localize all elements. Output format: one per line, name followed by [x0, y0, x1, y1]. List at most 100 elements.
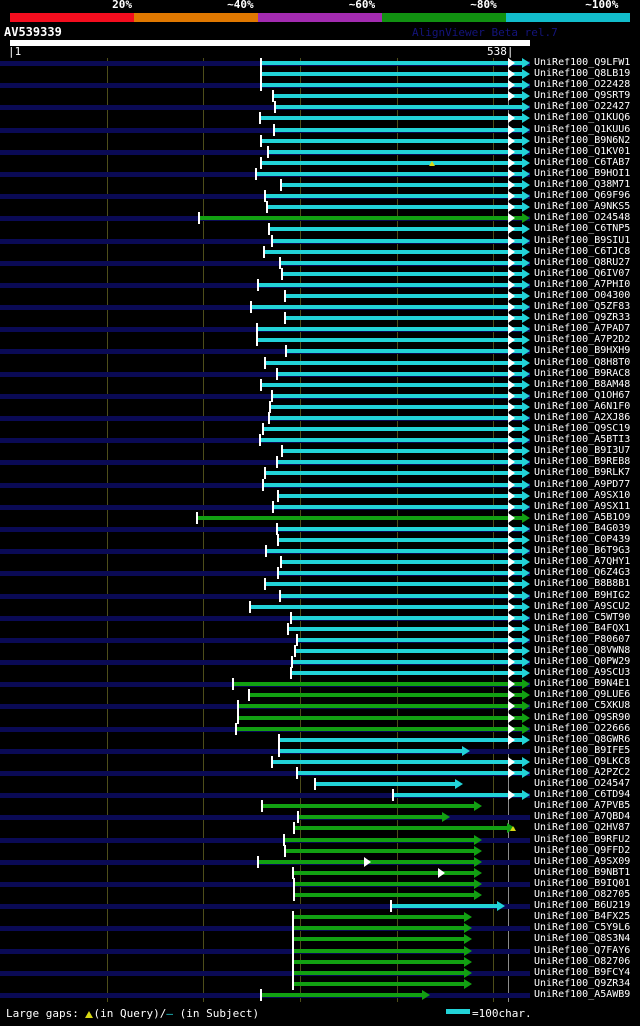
hit-accession-label[interactable]: UniRef100_A9SX09	[534, 855, 631, 867]
hsp-bar[interactable]	[276, 371, 522, 376]
alignment-row[interactable]: UniRef100_Q9LUE6	[0, 689, 640, 702]
alignment-row[interactable]: UniRef100_A9SX09	[0, 855, 640, 868]
alignment-row[interactable]: UniRef100_B6U219	[0, 900, 640, 913]
hsp-bar[interactable]	[261, 804, 474, 809]
hsp-bar[interactable]	[248, 693, 522, 698]
hsp-bar[interactable]	[277, 538, 522, 543]
hit-accession-label[interactable]: UniRef100_Q38M71	[534, 179, 631, 191]
hit-accession-label[interactable]: UniRef100_Q0PW29	[534, 656, 631, 668]
alignment-row[interactable]: UniRef100_O82705	[0, 889, 640, 902]
hit-accession-label[interactable]: UniRef100_A7PVB5	[534, 800, 631, 812]
hsp-bar[interactable]	[255, 171, 522, 176]
hit-accession-label[interactable]: UniRef100_A9SX11	[534, 500, 631, 512]
hit-accession-label[interactable]: UniRef100_B9FCY4	[534, 966, 631, 978]
hit-accession-label[interactable]: UniRef100_C6TD94	[534, 789, 631, 801]
hsp-bar[interactable]	[284, 848, 474, 853]
hit-accession-label[interactable]: UniRef100_B9REB8	[534, 456, 631, 468]
alignment-row[interactable]: UniRef100_Q1KUQ6	[0, 112, 640, 125]
alignment-row[interactable]: UniRef100_B8B8B1	[0, 578, 640, 591]
hsp-bar[interactable]	[278, 737, 522, 742]
hit-accession-label[interactable]: UniRef100_Q7FAY6	[534, 944, 631, 956]
hit-accession-label[interactable]: UniRef100_Q9FFD2	[534, 844, 631, 856]
alignment-row[interactable]: UniRef100_Q9LKC8	[0, 755, 640, 768]
hsp-bar[interactable]	[237, 704, 522, 709]
hit-accession-label[interactable]: UniRef100_Q9LUE6	[534, 689, 631, 701]
hit-accession-label[interactable]: UniRef100_Q8RU27	[534, 256, 631, 268]
alignment-row[interactable]: UniRef100_B9NBT1	[0, 866, 640, 879]
alignment-row[interactable]: UniRef100_O24548	[0, 212, 640, 225]
hit-accession-label[interactable]: UniRef100_Q1KUU6	[534, 123, 631, 135]
hit-accession-label[interactable]: UniRef100_C6TNP5	[534, 223, 631, 235]
alignment-row[interactable]: UniRef100_C6TJC8	[0, 245, 640, 258]
hsp-bar[interactable]	[262, 427, 522, 432]
hit-accession-label[interactable]: UniRef100_Q9SRT9	[534, 90, 631, 102]
hsp-bar[interactable]	[272, 94, 522, 99]
alignment-row[interactable]: UniRef100_A9SX10	[0, 489, 640, 502]
hsp-bar[interactable]	[249, 604, 522, 609]
hsp-bar[interactable]	[284, 293, 522, 298]
hit-accession-label[interactable]: UniRef100_Q8S3N4	[534, 933, 631, 945]
hsp-bar[interactable]	[278, 748, 462, 753]
alignment-row[interactable]: UniRef100_A9SX11	[0, 500, 640, 513]
alignment-row[interactable]: UniRef100_Q6IV07	[0, 267, 640, 280]
hit-accession-label[interactable]: UniRef100_B9RFU2	[534, 833, 631, 845]
alignment-row[interactable]: UniRef100_A5B1O9	[0, 511, 640, 524]
alignment-row[interactable]: UniRef100_B9I3U7	[0, 445, 640, 458]
hsp-bar[interactable]	[259, 116, 522, 121]
alignment-row[interactable]: UniRef100_O24547	[0, 778, 640, 791]
hsp-bar[interactable]	[260, 138, 522, 143]
alignment-row[interactable]: UniRef100_C5WT90	[0, 611, 640, 624]
hsp-bar[interactable]	[280, 560, 522, 565]
hsp-bar[interactable]	[296, 771, 522, 775]
hit-accession-label[interactable]: UniRef100_B9IQ01	[534, 877, 631, 889]
alignment-row[interactable]: UniRef100_P80607	[0, 633, 640, 646]
hit-accession-label[interactable]: UniRef100_B9SIU1	[534, 234, 631, 246]
hsp-bar[interactable]	[256, 327, 522, 332]
hit-accession-label[interactable]: UniRef100_Q5ZF83	[534, 301, 631, 313]
alignment-row[interactable]: UniRef100_B9HIG2	[0, 589, 640, 602]
hit-accession-label[interactable]: UniRef100_A6N1F0	[534, 400, 631, 412]
hit-accession-label[interactable]: UniRef100_O22428	[534, 79, 631, 91]
alignment-row[interactable]: UniRef100_Q6Z4G3	[0, 567, 640, 580]
alignment-row[interactable]: UniRef100_Q2HV87	[0, 822, 640, 835]
hsp-bar[interactable]	[277, 571, 522, 576]
alignment-row[interactable]: UniRef100_A7PVB5	[0, 800, 640, 813]
hsp-bar[interactable]	[260, 72, 522, 77]
alignment-row[interactable]: UniRef100_C5Y9L6	[0, 922, 640, 935]
hit-accession-label[interactable]: UniRef100_B4FX25	[534, 911, 631, 923]
hit-accession-label[interactable]: UniRef100_Q1OH67	[534, 389, 631, 401]
hit-accession-label[interactable]: UniRef100_B9N4E1	[534, 678, 631, 690]
alignment-plot[interactable]: UniRef100_Q9LFW1 UniRef100_Q8LB19 UniRef10…	[0, 58, 640, 1002]
alignment-row[interactable]: UniRef100_B6T9G3	[0, 545, 640, 558]
hsp-bar[interactable]	[271, 393, 522, 398]
hsp-bar[interactable]	[264, 471, 522, 476]
hsp-bar[interactable]	[283, 837, 474, 842]
hsp-bar[interactable]	[297, 815, 442, 820]
hit-accession-label[interactable]: UniRef100_B9NBT1	[534, 866, 631, 878]
hsp-bar[interactable]	[293, 893, 474, 898]
alignment-row[interactable]: UniRef100_B9N4E1	[0, 678, 640, 691]
hsp-bar[interactable]	[281, 449, 522, 454]
hit-accession-label[interactable]: UniRef100_O24548	[534, 212, 631, 224]
alignment-row[interactable]: UniRef100_Q8S3N4	[0, 933, 640, 946]
alignment-row[interactable]: UniRef100_A2PZC2	[0, 767, 640, 779]
alignment-row[interactable]: UniRef100_B8AM48	[0, 378, 640, 391]
alignment-row[interactable]: UniRef100_Q9ZR33	[0, 312, 640, 325]
hit-accession-label[interactable]: UniRef100_A5AWB9	[534, 988, 631, 1000]
hit-accession-label[interactable]: UniRef100_Q69F96	[534, 190, 631, 202]
alignment-row[interactable]: UniRef100_Q9SC19	[0, 423, 640, 436]
hsp-bar[interactable]	[279, 260, 522, 265]
hit-accession-label[interactable]: UniRef100_Q1KUQ6	[534, 112, 631, 124]
alignment-row[interactable]: UniRef100_Q9LFW1	[0, 58, 640, 69]
hsp-bar[interactable]	[235, 726, 522, 731]
hsp-bar[interactable]	[292, 959, 464, 964]
hsp-bar[interactable]	[264, 360, 522, 365]
hsp-bar[interactable]	[263, 249, 522, 254]
hit-accession-label[interactable]: UniRef100_Q9ZR34	[534, 977, 631, 989]
hsp-bar[interactable]	[260, 992, 422, 997]
hsp-bar[interactable]	[264, 582, 522, 587]
alignment-row[interactable]: UniRef100_Q9FFD2	[0, 844, 640, 857]
hit-accession-label[interactable]: UniRef100_C5XKU8	[534, 700, 631, 712]
hit-accession-label[interactable]: UniRef100_B4FQX1	[534, 622, 631, 634]
hit-accession-label[interactable]: UniRef100_A7QHY1	[534, 556, 631, 568]
